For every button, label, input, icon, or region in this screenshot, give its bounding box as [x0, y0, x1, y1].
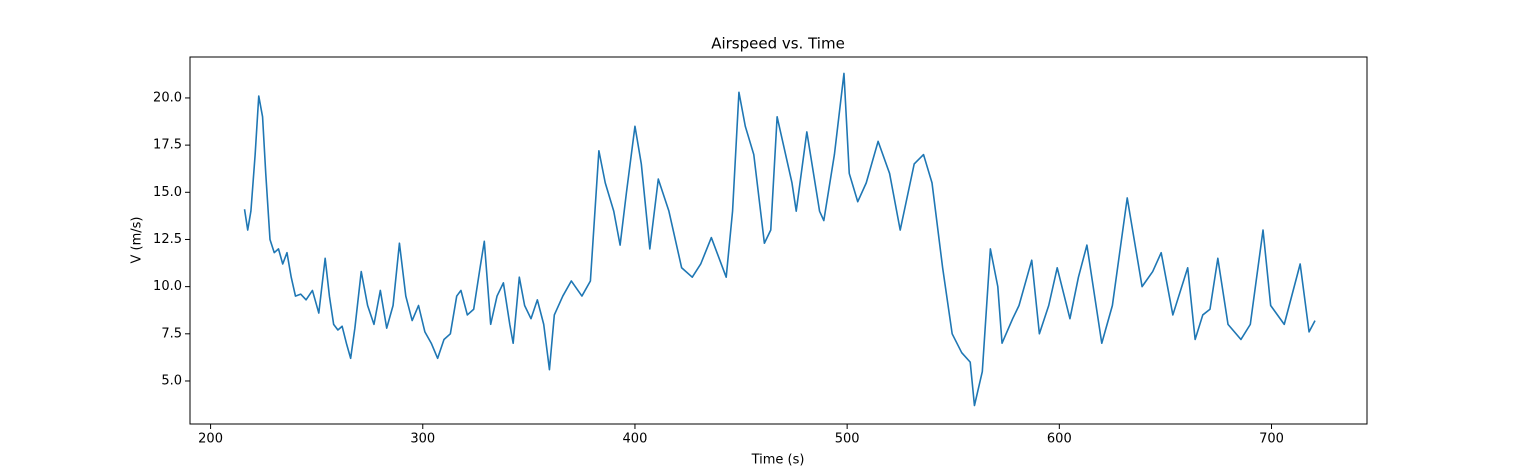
- y-tick-label: 17.5: [153, 138, 182, 153]
- y-tick-label: 7.5: [161, 326, 182, 341]
- x-tick-label: 700: [1259, 432, 1284, 447]
- x-tick-label: 600: [1047, 432, 1072, 447]
- x-tick-label: 300: [410, 432, 435, 447]
- y-tick-label: 5.0: [161, 373, 182, 388]
- y-axis-label: V (m/s): [130, 217, 145, 264]
- x-tick-label: 200: [198, 432, 223, 447]
- x-tick-label: 400: [623, 432, 648, 447]
- x-tick-label: 500: [835, 432, 860, 447]
- y-tick-label: 12.5: [153, 232, 182, 247]
- plot-frame: [189, 56, 1368, 425]
- y-tick-label: 20.0: [153, 90, 182, 105]
- y-tick-label: 10.0: [153, 279, 182, 294]
- y-tick-label: 15.0: [153, 185, 182, 200]
- data-line: [243, 72, 1316, 407]
- x-axis-label: Time (s): [751, 453, 805, 468]
- chart-title: Airspeed vs. Time: [711, 35, 845, 53]
